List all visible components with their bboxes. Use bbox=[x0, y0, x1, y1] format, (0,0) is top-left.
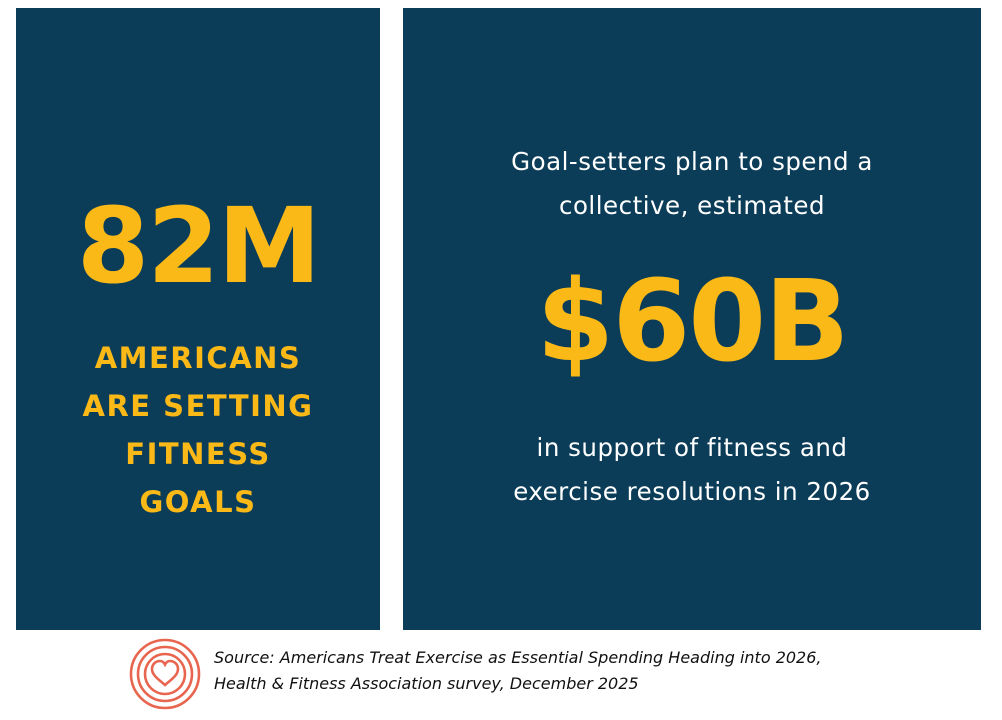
caption-line: GOALS bbox=[139, 485, 257, 519]
stat-60b: $60B bbox=[536, 257, 849, 387]
caption-line: FITNESS bbox=[125, 437, 271, 471]
stat-panel-spending: Goal-setters plan to spend a collective,… bbox=[403, 8, 981, 630]
spending-outro: in support of fitness and exercise resol… bbox=[403, 426, 981, 514]
stat-82m: 82M bbox=[76, 185, 321, 307]
stat-caption: AMERICANS ARE SETTING FITNESS GOALS bbox=[16, 334, 380, 526]
intro-line: collective, estimated bbox=[558, 191, 826, 220]
caption-line: ARE SETTING bbox=[82, 389, 314, 423]
intro-line: Goal-setters plan to spend a bbox=[511, 147, 873, 176]
source-citation: Source: Americans Treat Exercise as Esse… bbox=[214, 645, 822, 697]
stat-panel-americans: 82M AMERICANS ARE SETTING FITNESS GOALS bbox=[16, 8, 380, 630]
outro-line: exercise resolutions in 2026 bbox=[513, 477, 871, 506]
heart-target-icon bbox=[128, 637, 202, 711]
source-line: Health & Fitness Association survey, Dec… bbox=[214, 674, 639, 693]
outro-line: in support of fitness and bbox=[536, 433, 848, 462]
source-line: Source: Americans Treat Exercise as Esse… bbox=[214, 648, 822, 667]
spending-intro: Goal-setters plan to spend a collective,… bbox=[403, 140, 981, 228]
caption-line: AMERICANS bbox=[94, 341, 302, 375]
